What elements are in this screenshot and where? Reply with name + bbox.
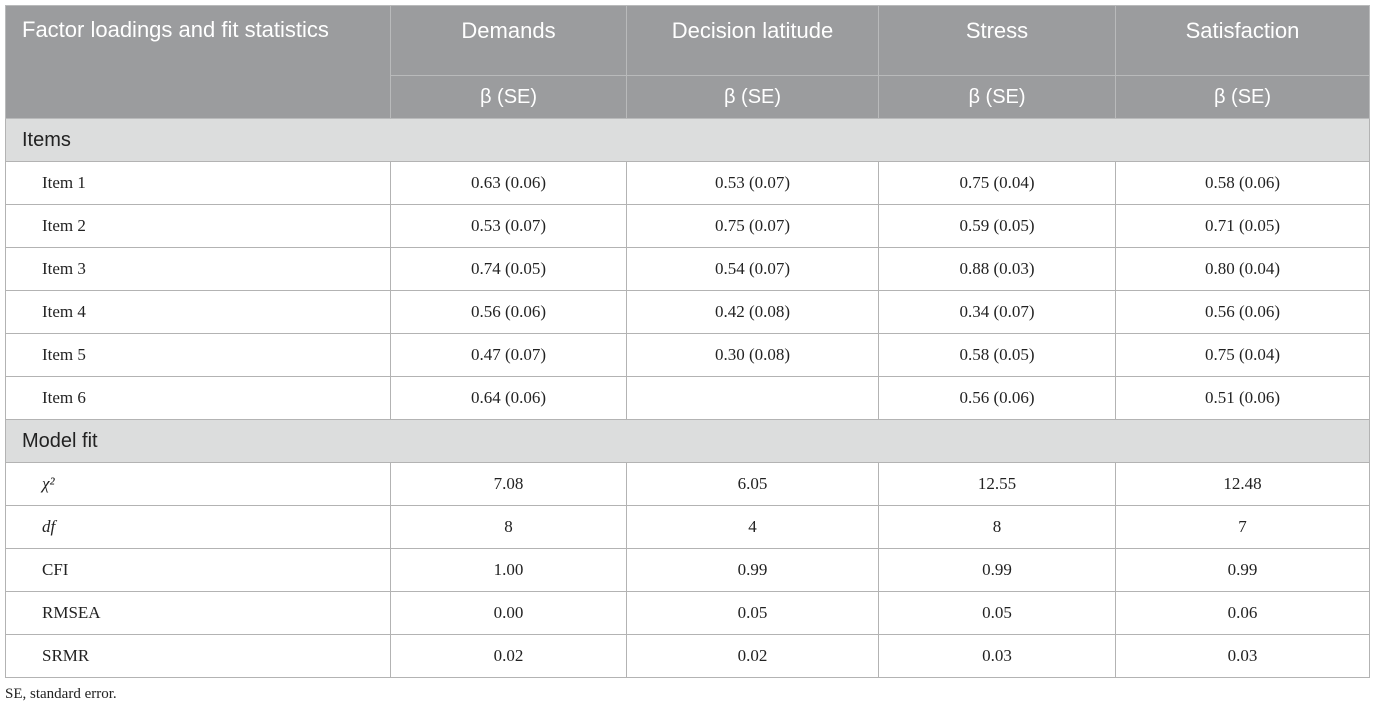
row: Item 3 0.74 (0.05) 0.54 (0.07) 0.88 (0.03) 0…	[5, 247, 1370, 291]
cell: 0.34 (0.07)	[878, 290, 1116, 334]
row-label: Item 5	[5, 333, 391, 377]
cell: 0.64 (0.06)	[390, 376, 627, 420]
cell: 0.99	[878, 548, 1116, 592]
cell: 0.02	[626, 634, 879, 678]
row-label: SRMR	[5, 634, 391, 678]
column-header: Decision latitude	[626, 5, 879, 76]
cell: 8	[878, 505, 1116, 549]
cell: 0.56 (0.06)	[1115, 290, 1370, 334]
table: Factor loadings and fit statistics Demand…	[5, 5, 1370, 678]
footnote: SE, standard error.	[5, 686, 117, 702]
row: Item 4 0.56 (0.06) 0.42 (0.08) 0.34 (0.07) 0…	[5, 290, 1370, 334]
cell: 0.99	[626, 548, 879, 592]
cell: 12.55	[878, 462, 1116, 506]
row-label: RMSEA	[5, 591, 391, 635]
cell: 0.03	[878, 634, 1116, 678]
cell: 0.56 (0.06)	[878, 376, 1116, 420]
cell: 0.03	[1115, 634, 1370, 678]
section-row: Items	[5, 118, 1370, 162]
row-label: Item 6	[5, 376, 391, 420]
cell: 0.51 (0.06)	[1115, 376, 1370, 420]
row: χ² 7.08 6.05 12.55 12.48	[5, 462, 1370, 506]
cell: 0.75 (0.04)	[878, 161, 1116, 205]
cell: 0.05	[626, 591, 879, 635]
row: Item 5 0.47 (0.07) 0.30 (0.08) 0.58 (0.05) 0…	[5, 333, 1370, 377]
cell: 1.00	[390, 548, 627, 592]
row-label: Item 2	[5, 204, 391, 248]
section-title: Model fit	[5, 419, 1370, 463]
stub-header: Factor loadings and fit statistics	[5, 5, 391, 119]
subheader: β (SE)	[1115, 75, 1370, 119]
row: Item 1 0.63 (0.06) 0.53 (0.07) 0.75 (0.04) 0…	[5, 161, 1370, 205]
row-label: Item 3	[5, 247, 391, 291]
cell: 7.08	[390, 462, 627, 506]
cell: 0.80 (0.04)	[1115, 247, 1370, 291]
cell: 0.75 (0.04)	[1115, 333, 1370, 377]
row: RMSEA 0.00 0.05 0.05 0.06	[5, 591, 1370, 635]
subheader: β (SE)	[390, 75, 627, 119]
row-label: χ²	[5, 462, 391, 506]
empty-cell	[626, 376, 879, 420]
cell: 0.42 (0.08)	[626, 290, 879, 334]
cell: 4	[626, 505, 879, 549]
cell: 6.05	[626, 462, 879, 506]
row: Item 6 0.64 (0.06) 0.56 (0.06) 0.51 (0.06)	[5, 376, 1370, 420]
row-label: df	[5, 505, 391, 549]
section-title: Items	[5, 118, 1370, 162]
cell: 0.58 (0.06)	[1115, 161, 1370, 205]
cell: 0.58 (0.05)	[878, 333, 1116, 377]
cell: 0.54 (0.07)	[626, 247, 879, 291]
row: CFI 1.00 0.99 0.99 0.99	[5, 548, 1370, 592]
cell: 0.05	[878, 591, 1116, 635]
column-header: Demands	[390, 5, 627, 76]
cell: 0.53 (0.07)	[390, 204, 627, 248]
column-header: Satisfaction	[1115, 5, 1370, 76]
subheader: β (SE)	[626, 75, 879, 119]
row-label: Item 1	[5, 161, 391, 205]
cell: 0.59 (0.05)	[878, 204, 1116, 248]
subheader: β (SE)	[878, 75, 1116, 119]
cell: 0.02	[390, 634, 627, 678]
cell: 0.53 (0.07)	[626, 161, 879, 205]
row: Item 2 0.53 (0.07) 0.75 (0.07) 0.59 (0.05) 0…	[5, 204, 1370, 248]
row: SRMR 0.02 0.02 0.03 0.03	[5, 634, 1370, 678]
subheader-row: β (SE) β (SE) β (SE) β (SE)	[6, 75, 1370, 119]
cell: 12.48	[1115, 462, 1370, 506]
header-row: Factor loadings and fit statistics Demand…	[5, 5, 1370, 119]
cell: 0.47 (0.07)	[390, 333, 627, 377]
cell: 0.71 (0.05)	[1115, 204, 1370, 248]
column-header: Stress	[878, 5, 1116, 76]
cell: 0.00	[390, 591, 627, 635]
cell: 0.63 (0.06)	[390, 161, 627, 205]
row-label: Item 4	[5, 290, 391, 334]
cell: 0.56 (0.06)	[390, 290, 627, 334]
cell: 0.88 (0.03)	[878, 247, 1116, 291]
cell: 7	[1115, 505, 1370, 549]
cell: 0.30 (0.08)	[626, 333, 879, 377]
cell: 8	[390, 505, 627, 549]
cell: 0.74 (0.05)	[390, 247, 627, 291]
row: df 8 4 8 7	[5, 505, 1370, 549]
section-row: Model fit	[5, 419, 1370, 463]
row-label: CFI	[5, 548, 391, 592]
cell: 0.06	[1115, 591, 1370, 635]
cell: 0.99	[1115, 548, 1370, 592]
cell: 0.75 (0.07)	[626, 204, 879, 248]
